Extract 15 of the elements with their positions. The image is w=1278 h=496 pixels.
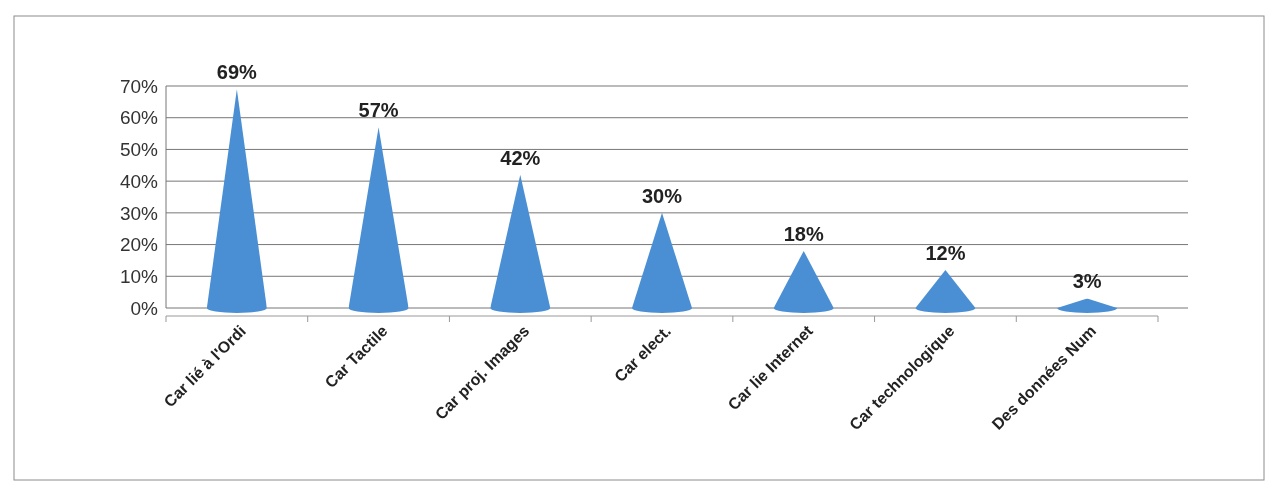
data-label: 12% [925, 241, 966, 264]
data-label: 57% [358, 99, 399, 122]
y-tick-label: 60% [119, 107, 159, 129]
y-tick-label: 20% [119, 234, 159, 256]
y-tick-label: 70% [119, 75, 159, 97]
data-label: 18% [783, 222, 824, 245]
y-tick-label: 50% [119, 139, 159, 161]
y-tick-label: 10% [119, 265, 159, 287]
data-label: 69% [216, 61, 258, 84]
y-tick-label: 30% [119, 202, 159, 224]
data-label: 42% [500, 146, 541, 169]
data-label: 30% [641, 184, 683, 207]
y-tick-label: 40% [119, 170, 159, 192]
y-tick-label: 0% [130, 297, 159, 319]
data-label: 3% [1072, 270, 1102, 293]
